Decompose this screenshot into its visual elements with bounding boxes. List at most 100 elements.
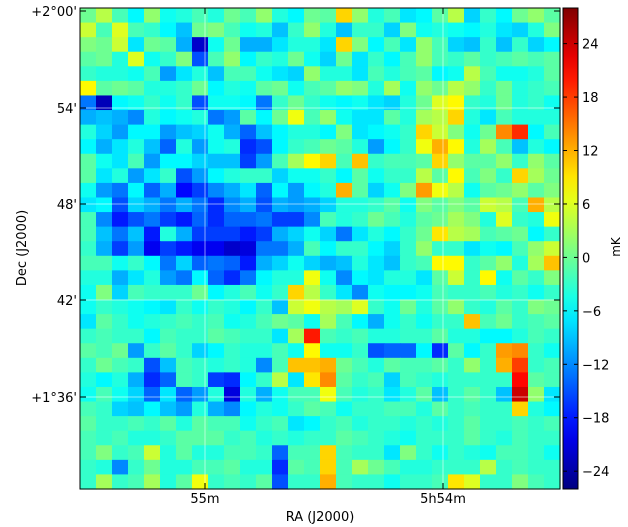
colorbar-tick-label: 12 <box>582 145 599 160</box>
heatmap-cell <box>144 314 161 330</box>
heatmap-cell <box>96 386 113 403</box>
heatmap-cell <box>128 8 145 24</box>
heatmap-cell <box>304 153 321 169</box>
heatmap-cell <box>112 430 129 446</box>
heatmap-cell <box>176 110 193 126</box>
heatmap-cell <box>416 343 433 359</box>
heatmap-cell <box>496 197 513 213</box>
heatmap-cell <box>544 241 561 257</box>
heatmap-cell <box>496 66 513 82</box>
heatmap-cell <box>416 80 433 97</box>
heatmap-cell <box>480 474 497 490</box>
heatmap-cell <box>288 357 305 373</box>
heatmap-cell <box>128 284 145 301</box>
heatmap-cell <box>368 22 385 38</box>
heatmap-cell <box>160 430 177 446</box>
heatmap-cell <box>320 459 337 476</box>
heatmap-cell <box>160 22 177 38</box>
heatmap-cell <box>160 182 177 199</box>
heatmap-cell <box>304 168 321 184</box>
heatmap-cell <box>400 314 417 330</box>
heatmap-cell <box>96 416 113 432</box>
heatmap-cell <box>352 299 369 315</box>
heatmap-cell <box>528 372 545 388</box>
heatmap-cell <box>416 314 433 330</box>
heatmap-cell <box>288 314 305 330</box>
heatmap-cell <box>448 37 465 53</box>
heatmap-cell <box>160 37 177 53</box>
heatmap-cell <box>192 401 209 417</box>
heatmap-cell <box>128 241 145 257</box>
heatmap-cell <box>144 197 161 213</box>
heatmap-cell <box>384 459 401 476</box>
heatmap-cell <box>224 212 241 228</box>
heatmap-cell <box>192 416 209 432</box>
heatmap-cell <box>448 139 465 155</box>
heatmap-cell <box>368 182 385 199</box>
heatmap-cell <box>144 241 161 257</box>
heatmap-cell <box>176 357 193 373</box>
heatmap-cell <box>352 212 369 228</box>
heatmap-cell <box>160 474 177 490</box>
heatmap-cell <box>336 168 353 184</box>
heatmap-cell <box>144 255 161 271</box>
heatmap-cell <box>224 80 241 97</box>
heatmap-cell <box>352 284 369 301</box>
y-tick-label: 48' <box>57 198 77 213</box>
heatmap-cell <box>224 445 241 461</box>
heatmap-cell <box>528 270 545 286</box>
heatmap-cell <box>160 284 177 301</box>
heatmap-cell <box>512 401 529 417</box>
heatmap-cell <box>320 357 337 373</box>
heatmap-cell <box>272 241 289 257</box>
heatmap-cell <box>176 197 193 213</box>
heatmap-cell <box>288 445 305 461</box>
heatmap-cell <box>224 299 241 315</box>
heatmap-cell <box>512 270 529 286</box>
heatmap-cell <box>336 372 353 388</box>
heatmap-cell <box>464 284 481 301</box>
heatmap-cell <box>480 357 497 373</box>
heatmap-cell <box>464 51 481 67</box>
heatmap-cell <box>544 226 561 242</box>
heatmap-cell <box>128 474 145 490</box>
heatmap-cell <box>224 153 241 169</box>
heatmap-cell <box>496 153 513 169</box>
heatmap-cell <box>240 459 257 476</box>
heatmap-cell <box>336 241 353 257</box>
heatmap-cell <box>192 386 209 403</box>
heatmap-cell <box>272 474 289 490</box>
heatmap-cell <box>448 401 465 417</box>
heatmap-cell <box>528 474 545 490</box>
heatmap-cell <box>400 270 417 286</box>
heatmap-cell <box>208 328 225 344</box>
heatmap-cell <box>240 80 257 97</box>
heatmap-cell <box>368 343 385 359</box>
heatmap-cell <box>448 416 465 432</box>
heatmap-cell <box>416 270 433 286</box>
heatmap-cell <box>528 124 545 140</box>
heatmap-cell <box>512 51 529 67</box>
heatmap-cell <box>80 401 97 417</box>
heatmap-cell <box>352 328 369 344</box>
heatmap-cell <box>320 255 337 271</box>
heatmap-cell <box>224 197 241 213</box>
heatmap-cell <box>80 372 97 388</box>
heatmap-cell <box>352 343 369 359</box>
heatmap-cell <box>96 226 113 242</box>
heatmap-cell <box>240 328 257 344</box>
heatmap-cell <box>528 241 545 257</box>
heatmap-cell <box>208 168 225 184</box>
heatmap-cell <box>272 401 289 417</box>
heatmap-cell <box>448 95 465 111</box>
heatmap-cell <box>464 212 481 228</box>
heatmap-cell <box>544 168 561 184</box>
heatmap-cells <box>80 8 561 490</box>
heatmap-cell <box>96 51 113 67</box>
heatmap-cell <box>112 270 129 286</box>
heatmap-cell <box>384 474 401 490</box>
heatmap-cell <box>400 182 417 199</box>
heatmap-cell <box>224 241 241 257</box>
heatmap-cell <box>256 343 273 359</box>
heatmap-cell <box>288 284 305 301</box>
